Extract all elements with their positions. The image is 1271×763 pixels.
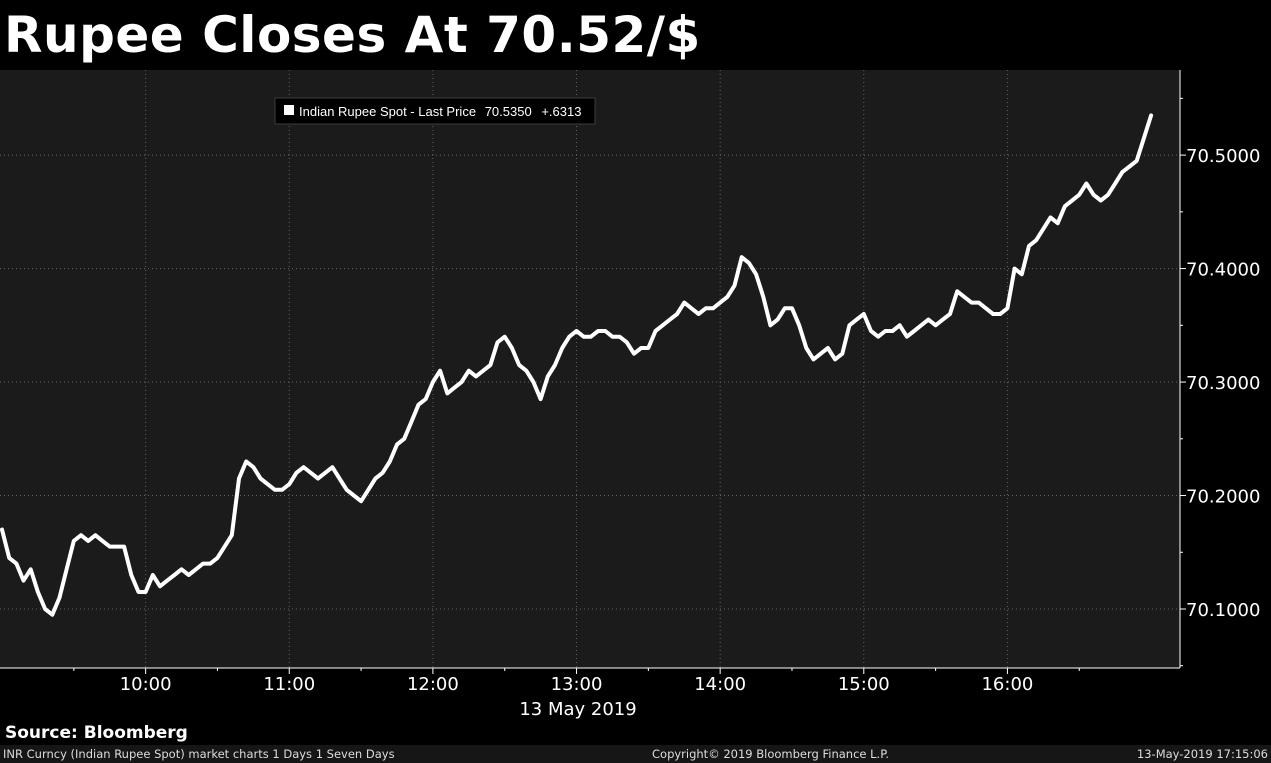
x-tick-label: 13:00: [551, 674, 603, 695]
y-tick-label: 70.5000: [1186, 146, 1260, 167]
series-line: [0, 113, 1154, 617]
y-tick-label: 70.2000: [1186, 487, 1260, 508]
legend-change: +.6313: [541, 104, 581, 119]
footer-bar: INR Curncy (Indian Rupee Spot) market ch…: [0, 745, 1271, 763]
y-tick-label: 70.3000: [1186, 373, 1260, 394]
footer-copyright: Copyright© 2019 Bloomberg Finance L.P.: [652, 747, 889, 761]
y-tick-label: 70.1000: [1186, 600, 1260, 621]
x-tick-label: 11:00: [263, 674, 315, 695]
x-tick-label: 10:00: [120, 674, 172, 695]
x-tick-label: 16:00: [981, 674, 1033, 695]
y-tick-label: 70.4000: [1186, 260, 1260, 281]
legend-swatch: [284, 105, 294, 115]
plot-area: [0, 70, 1180, 668]
x-axis-label: 13 May 2019: [519, 699, 636, 720]
legend-box: [274, 97, 596, 125]
x-tick-label: 12:00: [407, 674, 459, 695]
axes: 10:00 11:00 12:00 13:00 14:00 15:00 16:00 70.10…: [0, 70, 1260, 695]
x-tick-label: 14:00: [694, 674, 746, 695]
legend: Indian Rupee Spot - Last Price 70.5350 +…: [274, 97, 596, 125]
page-title: Rupee Closes At 70.52/$: [4, 6, 701, 64]
source-note: Source: Bloomberg: [5, 723, 188, 743]
price-chart: 10:00 11:00 12:00 13:00 14:00 15:00 16:00 70.10…: [0, 70, 1260, 720]
series-layer: [0, 113, 1154, 617]
footer-ticker-info: INR Curncy (Indian Rupee Spot) market ch…: [3, 747, 395, 761]
x-tick-label: 15:00: [838, 674, 890, 695]
grid-lines: [0, 70, 1180, 668]
legend-label: Indian Rupee Spot - Last Price 70.5350 +…: [299, 104, 581, 119]
legend-series-name: Indian Rupee Spot - Last Price: [299, 104, 476, 119]
footer-timestamp: 13-May-2019 17:15:06: [1136, 747, 1268, 761]
legend-last-price: 70.5350: [485, 104, 532, 119]
